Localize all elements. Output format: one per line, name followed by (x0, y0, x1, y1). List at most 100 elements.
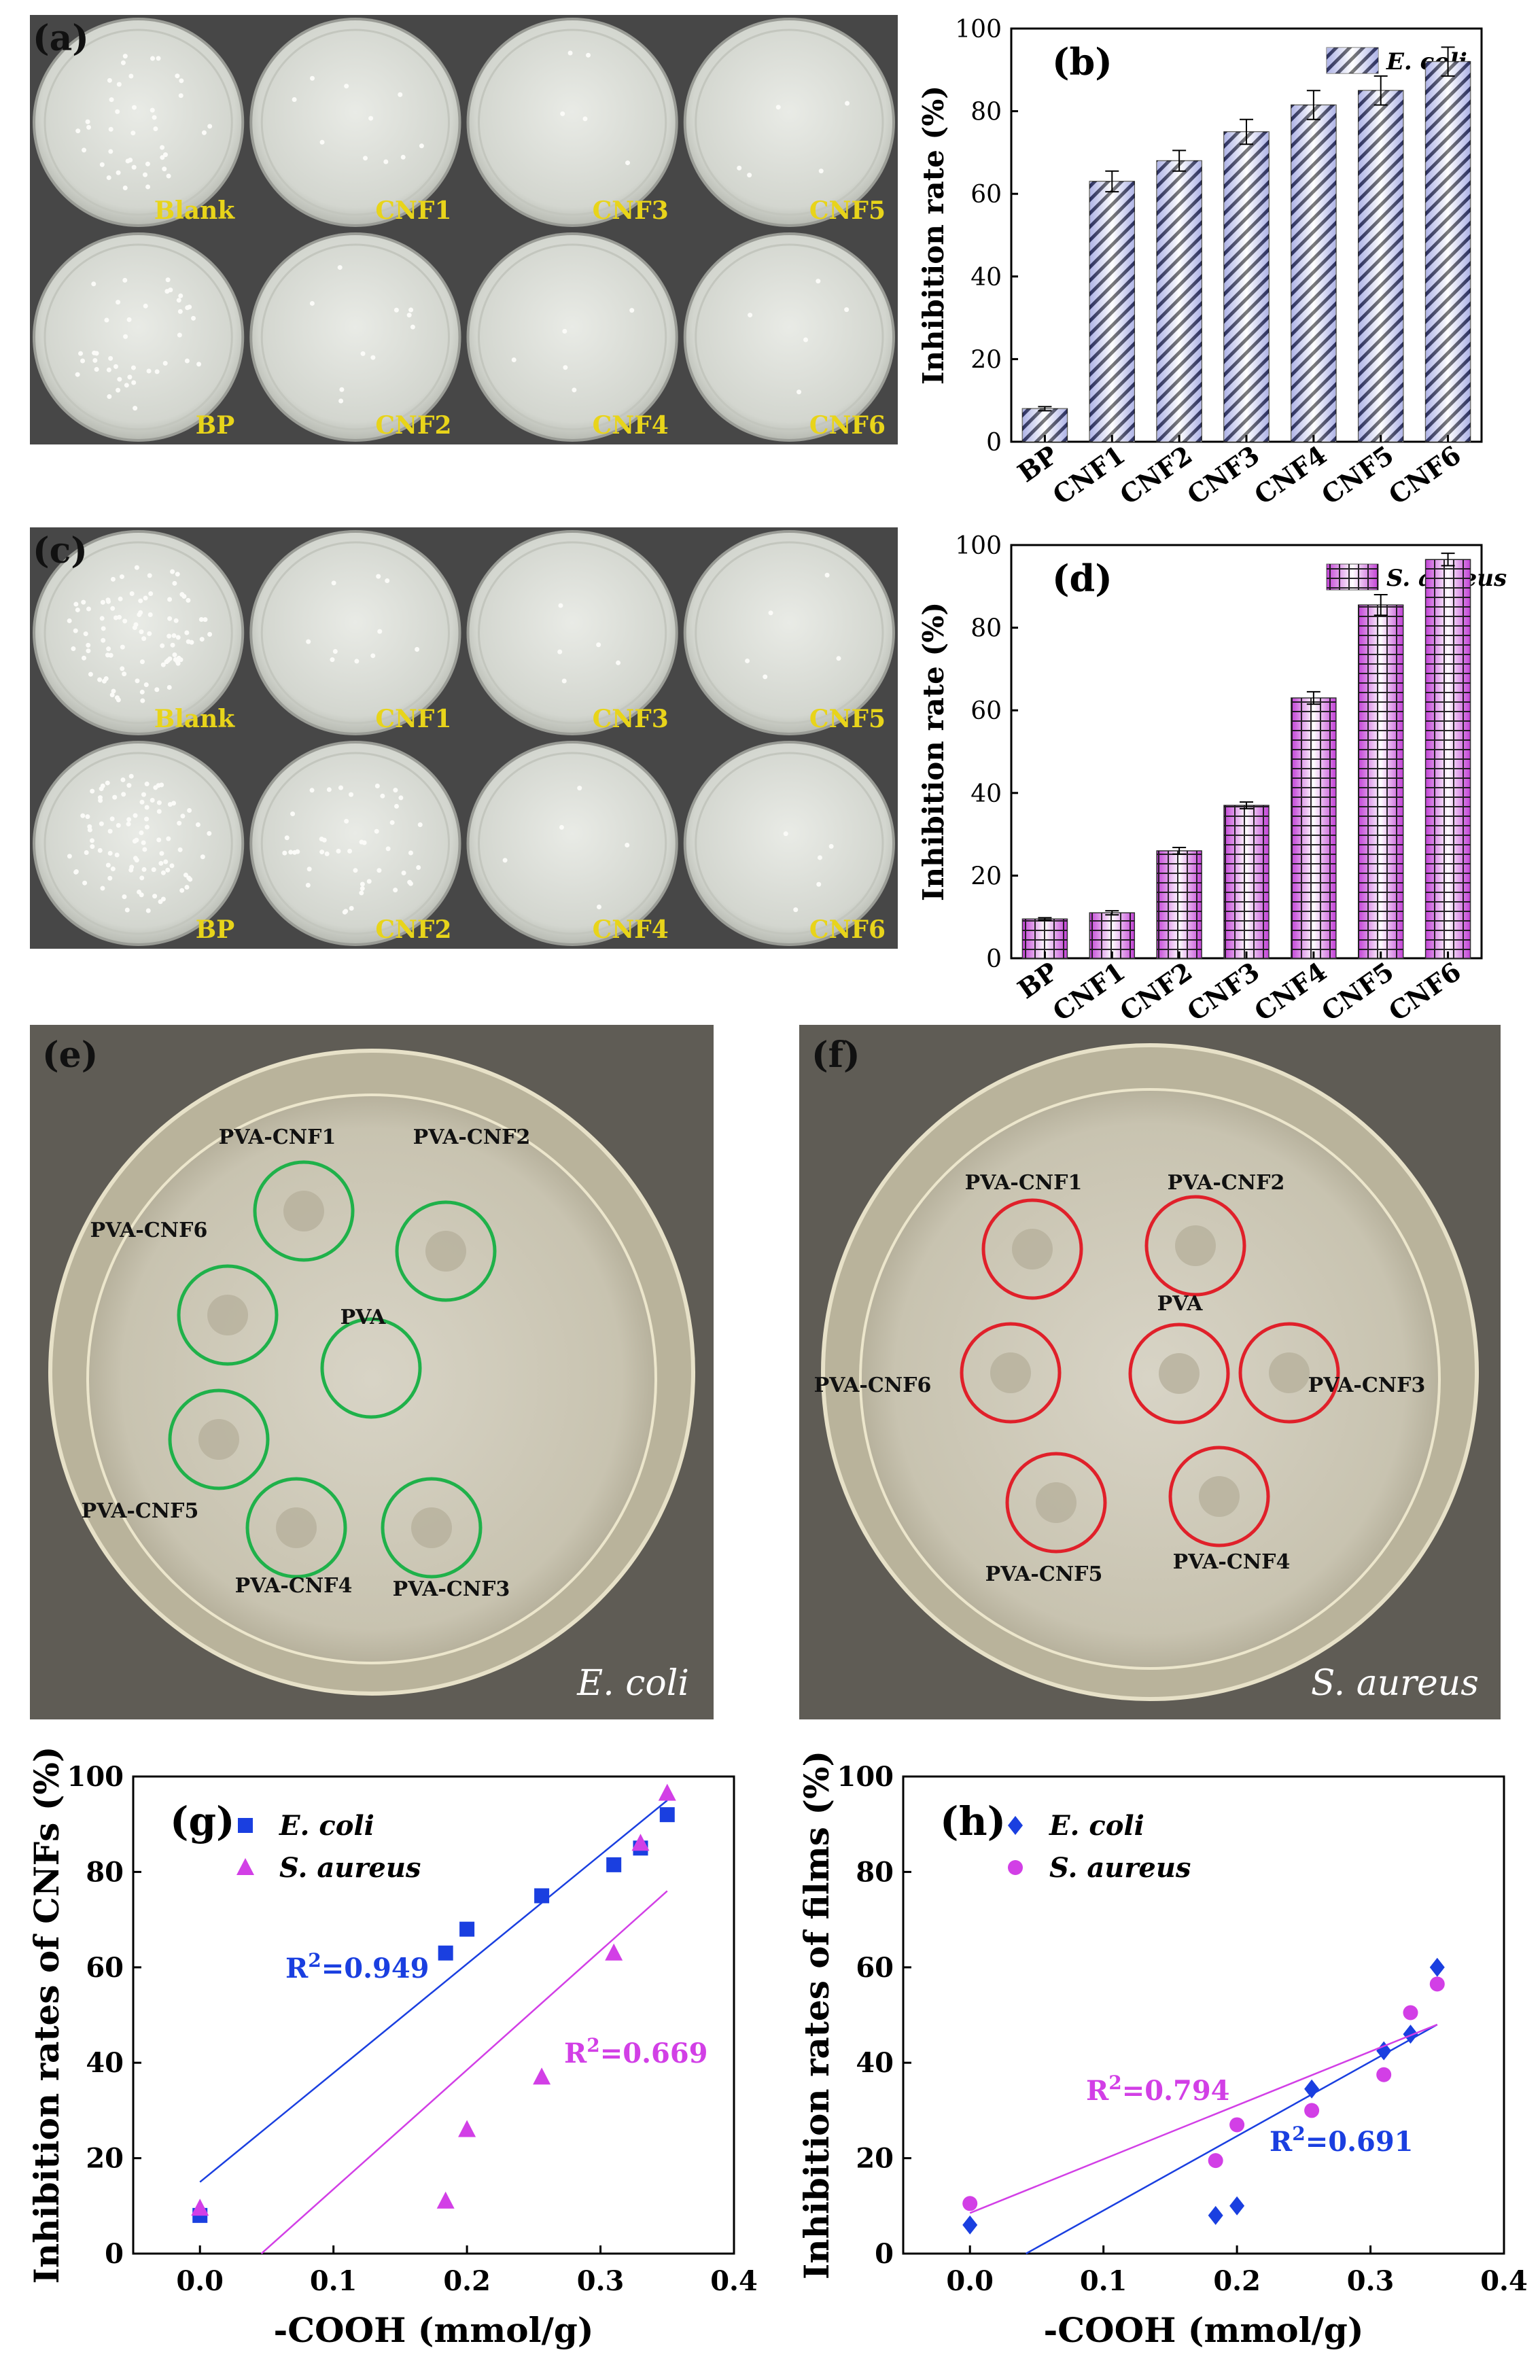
photo-e-svg: PVA-CNF1 PVA-CNF2 PVA-CNF6 PVA PVA-CNF5 PVA-C… (48, 1049, 695, 1704)
bacterial-colony (105, 862, 111, 868)
y-axis-label: Inhibition rate (%) (917, 86, 950, 385)
bacterial-colony (629, 308, 635, 313)
bacterial-colony (122, 618, 128, 624)
bacterial-colony (187, 807, 192, 813)
bacterial-colony (400, 154, 406, 160)
y-tick-label: 80 (970, 615, 1002, 643)
bacterial-colony (166, 836, 171, 841)
x-tick-label: 0.4 (710, 2265, 758, 2297)
data-point (631, 1834, 650, 1851)
bacterial-colony (167, 597, 173, 602)
bacterial-colony (106, 646, 111, 652)
sample-ring (253, 1160, 355, 1262)
bacterial-colony (151, 867, 156, 873)
bacterial-colony (130, 365, 136, 370)
data-point (1376, 2067, 1392, 2082)
bacterial-colony (160, 155, 165, 160)
bacterial-colony (349, 792, 354, 797)
bacterial-colony (75, 128, 81, 134)
bacterial-colony (398, 795, 404, 801)
bacterial-colony (408, 307, 414, 313)
bacterial-colony (99, 162, 105, 167)
legend-label: S. aureus (1049, 1852, 1191, 1884)
bacterial-colony (73, 869, 79, 875)
bacterial-colony (562, 328, 567, 334)
x-tick-label: CNF6 (1383, 956, 1467, 1019)
petri-dish (252, 533, 459, 733)
bacterial-colony (156, 837, 162, 843)
bacterial-colony (374, 784, 380, 789)
bacterial-colony (75, 372, 80, 377)
bacterial-colony (385, 846, 391, 852)
fit-line (1026, 2023, 1438, 2255)
x-tick-label: CNF5 (1316, 956, 1399, 1019)
bacterial-colony (139, 799, 145, 805)
bacterial-colony (172, 652, 177, 658)
plate-label: CNF3 (593, 196, 669, 225)
bar-pattern (1358, 605, 1403, 958)
bacterial-colony (116, 697, 121, 703)
sample-label: PVA-CNF3 (1308, 1373, 1426, 1397)
petri-dish (35, 533, 242, 733)
x-tick-label: 0.1 (310, 2265, 357, 2297)
bacterial-colony (101, 678, 107, 684)
bacterial-colony (109, 816, 115, 822)
y-tick-label: 20 (86, 2143, 124, 2175)
bacterial-colony (141, 792, 146, 797)
photo-a-ecoli-plates: Blank CNF1 CNF3 CNF5 BP CNF2 CNF4 CNF6 (a) (30, 15, 898, 444)
bacterial-colony (170, 642, 175, 648)
bacterial-colony (331, 580, 336, 586)
petri-dish (859, 1088, 1441, 1670)
sample-label: PVA-CNF5 (82, 1499, 199, 1523)
sample-ring (320, 1317, 422, 1419)
bacterial-colony (558, 603, 563, 608)
bacterial-colony (306, 639, 311, 644)
bacterial-colony (173, 618, 179, 623)
bacterial-colony (167, 684, 172, 690)
bacterial-colony (127, 374, 133, 380)
plate-label: CNF4 (593, 411, 669, 440)
bacterial-colony (135, 678, 140, 684)
x-tick-label: 0.3 (1347, 2265, 1395, 2297)
film-sample (1199, 1476, 1240, 1517)
legend-marker (238, 1818, 253, 1833)
plate-label: CNF2 (375, 411, 451, 440)
bacterial-colony (104, 317, 109, 323)
petri-dish-inner-ring (260, 243, 450, 431)
bacterial-colony (162, 167, 167, 172)
film-sample (990, 1352, 1031, 1393)
plot-frame (902, 1775, 1505, 2255)
data-point (1208, 2153, 1223, 2169)
bacterial-colony (380, 793, 385, 799)
legend-label: E. coli (1049, 1810, 1144, 1842)
film-sample (198, 1419, 239, 1460)
panel-label-a: (a) (33, 18, 89, 59)
bacterial-colony (824, 572, 830, 578)
bacterial-colony (560, 111, 565, 116)
plate-label: BP (196, 915, 235, 944)
y-axis-label: Inhibition rates of CNFs (%) (27, 1746, 67, 2283)
bacterial-colony (408, 850, 413, 856)
bacterial-colony (818, 169, 824, 174)
petri-dish-inner-ring (43, 243, 233, 431)
plate-label: Blank (154, 196, 236, 225)
bacterial-colony (354, 659, 360, 664)
bacterial-colony (113, 364, 118, 369)
bacterial-colony (153, 126, 158, 132)
bacterial-colony (120, 666, 125, 671)
y-tick-label: 0 (105, 2238, 124, 2270)
bacterial-colony (87, 827, 92, 833)
petri-dish-inner-ring (260, 541, 450, 724)
petri-dish-inner-ring (43, 752, 233, 935)
bacterial-colony (133, 622, 139, 627)
y-tick-label: 100 (67, 1761, 124, 1793)
bacterial-colony (150, 107, 155, 113)
bacterial-colony (105, 780, 110, 786)
x-tick-label: CNF1 (1047, 440, 1131, 511)
bacterial-colony (401, 870, 406, 875)
bacterial-colony (142, 847, 147, 852)
bacterial-colony (572, 387, 577, 393)
bacterial-colony (110, 576, 116, 582)
bacterial-colony (763, 674, 768, 680)
